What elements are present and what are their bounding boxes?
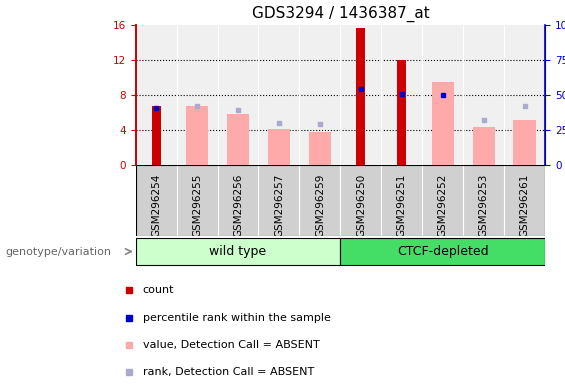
Text: GSM296253: GSM296253 xyxy=(479,174,489,237)
Bar xyxy=(136,238,340,265)
Text: value, Detection Call = ABSENT: value, Detection Call = ABSENT xyxy=(143,340,319,350)
Bar xyxy=(268,129,290,165)
Text: GSM296259: GSM296259 xyxy=(315,174,325,237)
Bar xyxy=(340,238,545,265)
Bar xyxy=(186,106,208,165)
Text: genotype/variation: genotype/variation xyxy=(6,247,112,257)
Bar xyxy=(151,106,160,165)
Bar xyxy=(432,82,454,165)
Bar xyxy=(514,121,536,165)
Text: count: count xyxy=(143,285,174,295)
Text: GSM296257: GSM296257 xyxy=(274,174,284,237)
Text: GSM296254: GSM296254 xyxy=(151,174,161,237)
Bar xyxy=(472,127,495,165)
Bar xyxy=(227,114,249,165)
Text: GSM296251: GSM296251 xyxy=(397,174,407,237)
Text: GSM296256: GSM296256 xyxy=(233,174,243,237)
Bar xyxy=(308,132,331,165)
Text: CTCF-depleted: CTCF-depleted xyxy=(397,245,489,258)
Text: wild type: wild type xyxy=(210,245,267,258)
Text: GSM296261: GSM296261 xyxy=(520,174,530,237)
Title: GDS3294 / 1436387_at: GDS3294 / 1436387_at xyxy=(251,6,429,22)
Text: GSM296250: GSM296250 xyxy=(356,174,366,237)
Bar xyxy=(357,28,366,165)
Bar xyxy=(397,60,406,165)
Text: GSM296255: GSM296255 xyxy=(192,174,202,237)
Text: GSM296252: GSM296252 xyxy=(438,174,448,237)
Text: percentile rank within the sample: percentile rank within the sample xyxy=(143,313,331,323)
Text: rank, Detection Call = ABSENT: rank, Detection Call = ABSENT xyxy=(143,367,314,377)
